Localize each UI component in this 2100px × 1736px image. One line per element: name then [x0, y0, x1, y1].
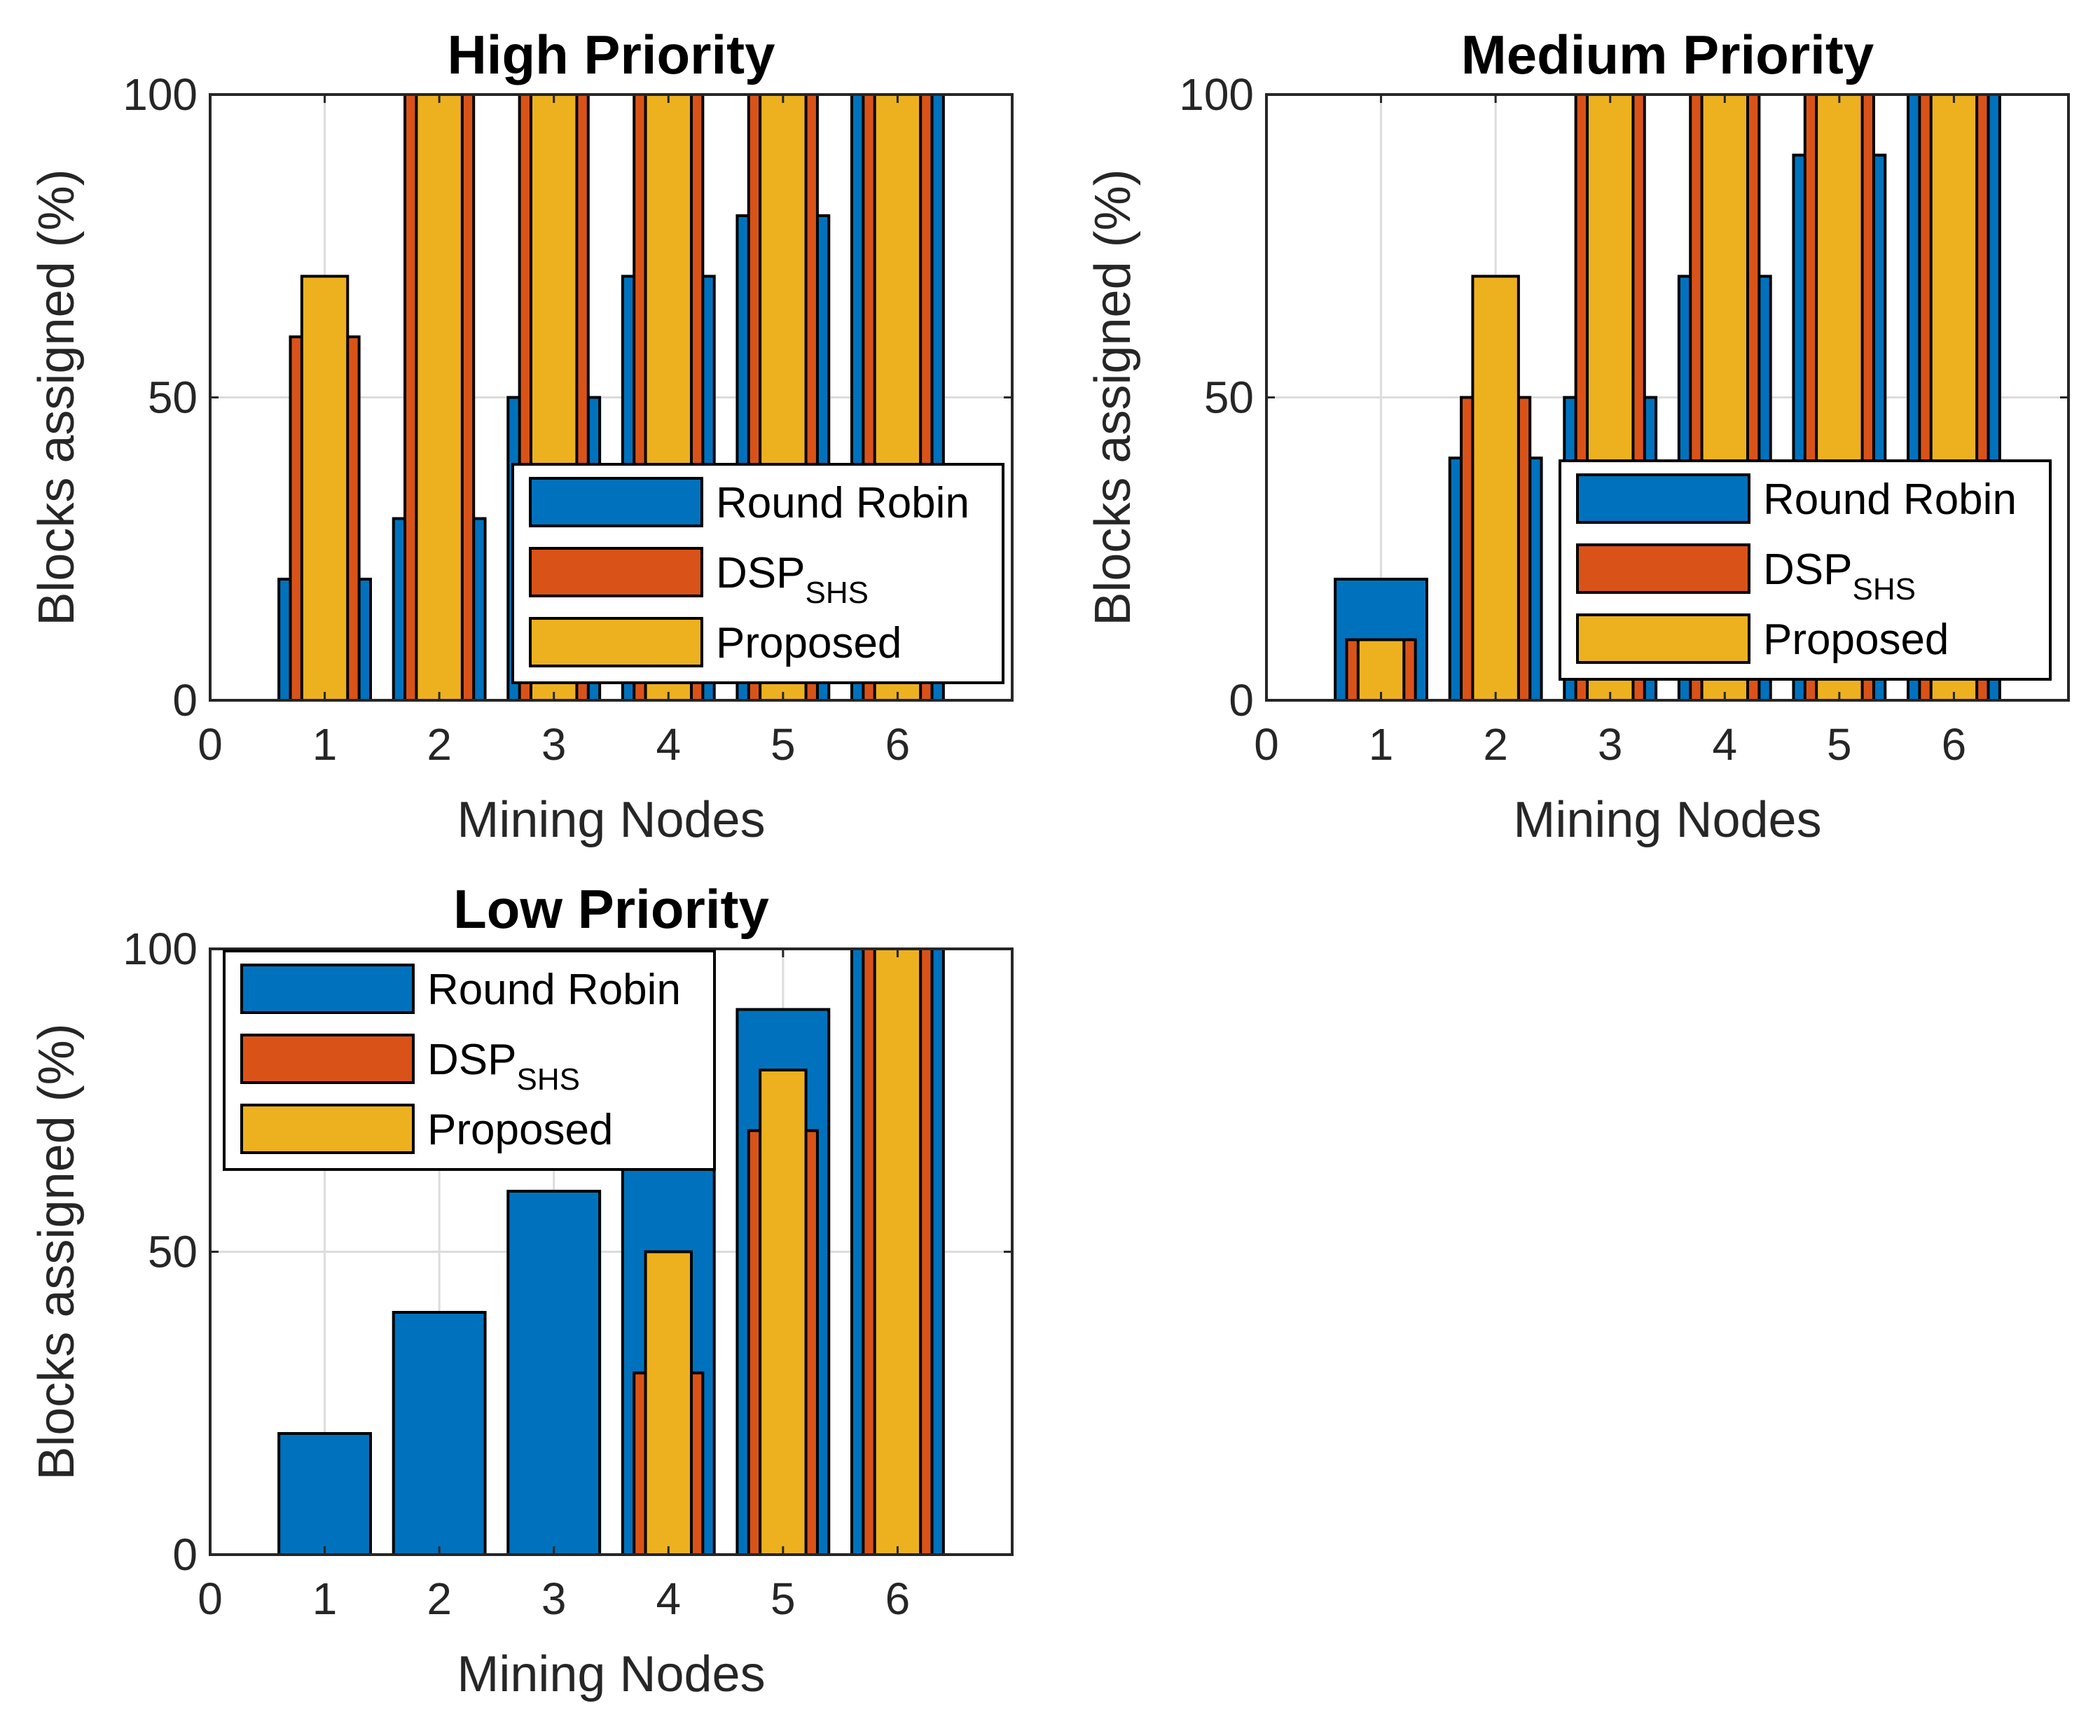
chart-title: Medium Priority: [1461, 24, 1874, 85]
x-tick-label: 4: [1712, 719, 1737, 770]
legend-label-proposed: Proposed: [716, 619, 902, 667]
x-tick-label: 0: [198, 719, 223, 770]
x-tick-label: 0: [1254, 719, 1279, 770]
bar-proposed-node-2: [415, 93, 464, 702]
x-tick-label: 1: [312, 1574, 338, 1624]
x-tick-label: 5: [1827, 719, 1852, 770]
legend-swatch-dsp: [529, 547, 703, 597]
bar-round_robin-node-1: [277, 1432, 372, 1556]
bar-proposed-node-6: [873, 947, 923, 1556]
x-tick-label: 5: [771, 1574, 796, 1624]
legend-swatch-round_robin: [240, 964, 415, 1014]
y-tick-label: 0: [1229, 675, 1254, 725]
y-tick-label: 100: [1179, 69, 1254, 120]
legend-label-round_robin: Round Robin: [716, 479, 969, 527]
x-tick-label: 3: [541, 1574, 567, 1624]
chart-high-priority: 0 1 2 3 4 5 6 0 50 100 High Priority Mining Nodes Bl…: [29, 24, 1014, 848]
x-tick-label: 2: [1483, 719, 1508, 770]
legend-label-proposed: Proposed: [1763, 616, 1949, 664]
legend-swatch-round_robin: [529, 477, 703, 527]
bar-round_robin-node-2: [392, 1311, 487, 1556]
legend-swatch-round_robin: [1576, 473, 1750, 524]
x-tick-label: 2: [427, 1574, 452, 1624]
bar-proposed-node-4: [644, 1250, 693, 1556]
x-tick-label: 4: [656, 1574, 681, 1624]
bar-proposed-node-2: [1471, 275, 1520, 702]
bar-proposed-node-1: [300, 275, 350, 702]
legend-swatch-proposed: [529, 617, 703, 667]
x-axis-label: Mining Nodes: [1513, 792, 1821, 848]
legend-label-round_robin: Round Robin: [427, 966, 681, 1014]
x-tick-label: 3: [1598, 719, 1623, 770]
y-tick-label: 100: [123, 924, 198, 974]
y-tick-label: 100: [123, 69, 198, 120]
bar-round_robin-node-3: [506, 1190, 602, 1556]
chart-title: High Priority: [447, 24, 775, 85]
chart-title: Low Priority: [453, 878, 769, 940]
x-tick-label: 5: [771, 719, 796, 770]
x-tick-label: 2: [427, 719, 452, 770]
x-tick-label: 6: [885, 719, 911, 770]
legend-swatch-proposed: [240, 1104, 415, 1154]
y-axis-label: Blocks assigned (%): [29, 1023, 85, 1480]
y-tick-label: 50: [148, 373, 198, 423]
legend-swatch-proposed: [1576, 613, 1750, 664]
legend-label-subscript: SHS: [805, 576, 868, 610]
x-tick-label: 1: [1369, 719, 1394, 770]
legend-label-subscript: SHS: [1852, 572, 1915, 606]
y-tick-label: 0: [172, 675, 198, 725]
legend-swatch-dsp: [240, 1034, 415, 1084]
x-tick-label: 1: [312, 719, 338, 770]
x-tick-label: 4: [656, 719, 681, 770]
chart-medium-priority: 0 1 2 3 4 5 6 0 50 100 Medium Priority Mining Nodes…: [1085, 24, 2070, 848]
y-tick-label: 50: [1204, 373, 1254, 423]
y-tick-label: 0: [172, 1529, 198, 1580]
x-axis-label: Mining Nodes: [457, 792, 765, 848]
y-tick-label: 50: [148, 1227, 198, 1277]
legend-label-subscript: SHS: [516, 1062, 579, 1097]
x-tick-label: 6: [1942, 719, 1967, 770]
y-axis-label: Blocks assigned (%): [29, 169, 85, 625]
legend-label-proposed: Proposed: [427, 1106, 613, 1154]
y-axis-label: Blocks assigned (%): [1085, 169, 1141, 625]
x-tick-label: 3: [541, 719, 567, 770]
x-tick-label: 6: [885, 1574, 911, 1624]
legend-label-round_robin: Round Robin: [1763, 475, 2017, 524]
legend-swatch-dsp: [1576, 543, 1750, 594]
x-axis-label: Mining Nodes: [457, 1646, 765, 1702]
bar-proposed-node-5: [759, 1069, 808, 1556]
x-tick-label: 0: [198, 1574, 223, 1624]
bar-proposed-node-1: [1356, 638, 1406, 702]
chart-low-priority: 0 1 2 3 4 5 6 0 50 100 Low Priority Mining Nodes Blo…: [29, 878, 1014, 1702]
